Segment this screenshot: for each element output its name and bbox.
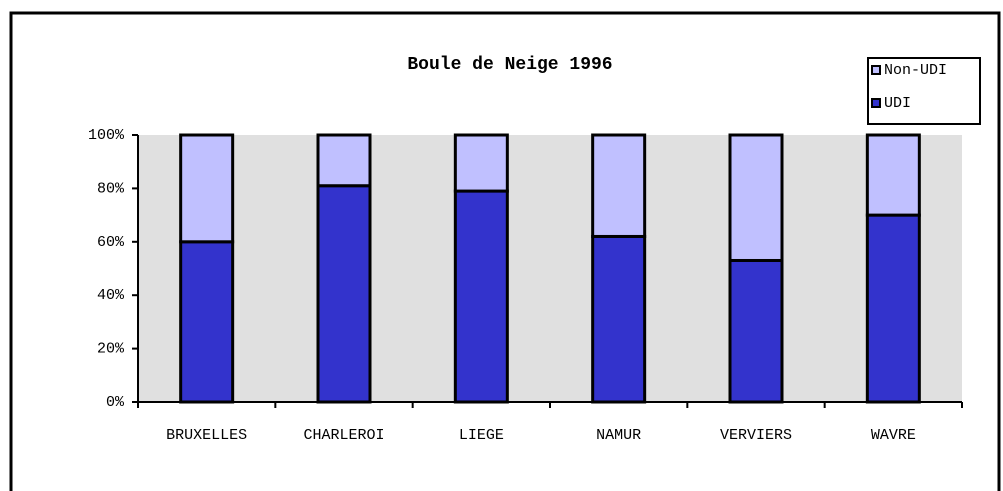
- legend-swatch: [871, 65, 881, 75]
- bar-segment: [865, 213, 921, 404]
- y-tick-label: 20%: [97, 341, 125, 358]
- bar-segment: [453, 189, 509, 404]
- legend-label: UDI: [884, 95, 911, 112]
- y-tick-label: 0%: [106, 394, 125, 411]
- bar-segment: [453, 133, 509, 193]
- bar-segment: [316, 184, 372, 404]
- bar-segment: [591, 234, 647, 404]
- bar-segment: [591, 133, 647, 238]
- bar-segment: [865, 133, 921, 217]
- x-tick-label: BRUXELLES: [166, 427, 247, 444]
- bar-segment: [728, 133, 784, 262]
- bar-segment: [728, 258, 784, 404]
- y-tick-label: 100%: [88, 127, 125, 144]
- bar-segment: [316, 133, 372, 188]
- chart-title: Boule de Neige 1996: [407, 55, 612, 75]
- x-tick-label: VERVIERS: [720, 427, 792, 444]
- plot-area: [138, 135, 962, 402]
- y-tick-label: 40%: [97, 287, 125, 304]
- bar-segment: [179, 133, 235, 244]
- x-tick-label: LIEGE: [459, 427, 504, 444]
- y-tick-label: 60%: [97, 234, 125, 251]
- legend-swatch: [871, 98, 881, 108]
- x-tick-label: NAMUR: [596, 427, 641, 444]
- x-tick-label: CHARLEROI: [303, 427, 384, 444]
- x-tick-label: WAVRE: [871, 427, 916, 444]
- legend-label: Non-UDI: [884, 62, 947, 79]
- legend-box: [867, 57, 981, 125]
- bar-segment: [179, 240, 235, 404]
- y-tick-label: 80%: [97, 180, 125, 197]
